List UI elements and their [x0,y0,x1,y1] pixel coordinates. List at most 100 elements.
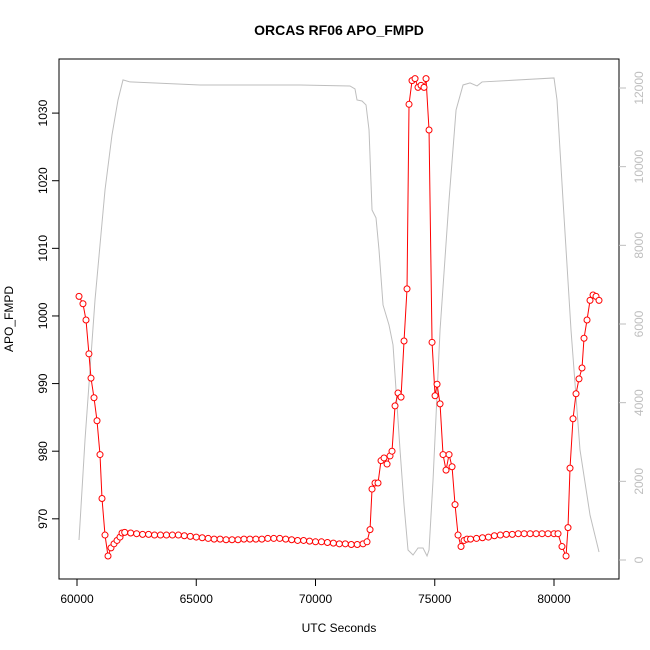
data-point [216,535,224,543]
data-point [532,530,540,538]
data-point [317,538,325,546]
data-point [472,534,480,542]
y2-tick-label: 0 [632,556,646,563]
data-point [544,530,552,538]
data-point [145,530,153,538]
y-tick-label: 1010 [36,235,50,262]
data-point [121,528,129,536]
x-axis-label: UTC Seconds [302,621,377,635]
data-point [374,479,382,487]
data-point [496,531,504,539]
data-point [566,464,574,472]
data-point [363,538,371,546]
data-point [442,466,450,474]
data-point [405,100,413,108]
y2-tick-label: 10000 [632,150,646,184]
data-point [228,536,236,544]
data-point [75,292,83,300]
x-tick-label: 70000 [299,592,333,606]
data-point [538,530,546,538]
data-point [133,530,141,538]
data-point [288,536,296,544]
data-point [104,552,112,560]
y-tick-label: 990 [36,373,50,393]
x-tick-label: 60000 [60,592,94,606]
data-point [139,530,147,538]
data-point [451,501,459,509]
x-tick-label: 75000 [418,592,452,606]
data-point [514,530,522,538]
data-point [252,535,260,543]
data-point [306,537,314,545]
data-point [380,454,388,462]
data-point [192,533,200,541]
data-point [400,337,408,345]
data-point [312,538,320,546]
data-point [87,374,95,382]
x-tick-label: 80000 [537,592,571,606]
data-point [508,530,516,538]
data-point [222,536,230,544]
data-point [156,531,164,539]
data-point [578,364,586,372]
data-point [353,541,361,549]
data-point [478,534,486,542]
y-tick-label: 1030 [36,99,50,126]
data-point [258,535,266,543]
data-point [520,530,528,538]
data-point [391,402,399,410]
data-point [422,75,430,83]
data-point [300,536,308,544]
data-point [234,536,242,544]
data-point [347,541,355,549]
data-point [397,393,405,401]
data-point [554,530,562,538]
data-point [575,375,583,383]
data-point [490,532,498,540]
data-point [98,495,106,503]
data-point [526,530,534,538]
data-point [439,451,447,459]
data-point [240,535,248,543]
data-point [270,534,278,542]
data-point [436,400,444,408]
data-point [569,415,577,423]
data-point [79,300,87,308]
data-point [467,535,475,543]
data-point [151,531,159,539]
data-point [341,540,349,548]
data-point [96,451,104,459]
data-point [101,531,109,539]
data-point [90,394,98,402]
data-point [445,451,453,459]
data-point [180,532,188,540]
data-point [174,531,182,539]
data-point [583,316,591,324]
data-point [457,543,465,551]
x-tick-label: 65000 [180,592,214,606]
data-point [366,526,374,534]
data-point [383,460,391,468]
data-point [276,534,284,542]
data-point [425,126,433,134]
data-point [204,534,212,542]
data-point [433,380,441,388]
data-point [431,392,439,400]
data-point [85,350,93,358]
data-point [595,296,603,304]
data-point [186,532,194,540]
plot-frame [58,58,620,580]
y2-tick-label: 4000 [632,389,646,416]
y-tick-label: 1020 [36,167,50,194]
data-point [428,338,436,346]
data-point [82,316,90,324]
data-point [448,463,456,471]
data-point [162,531,170,539]
data-point [335,540,343,548]
y2-tick-label: 8000 [632,232,646,259]
data-point [282,535,290,543]
data-point [502,530,510,538]
data-point [484,533,492,541]
